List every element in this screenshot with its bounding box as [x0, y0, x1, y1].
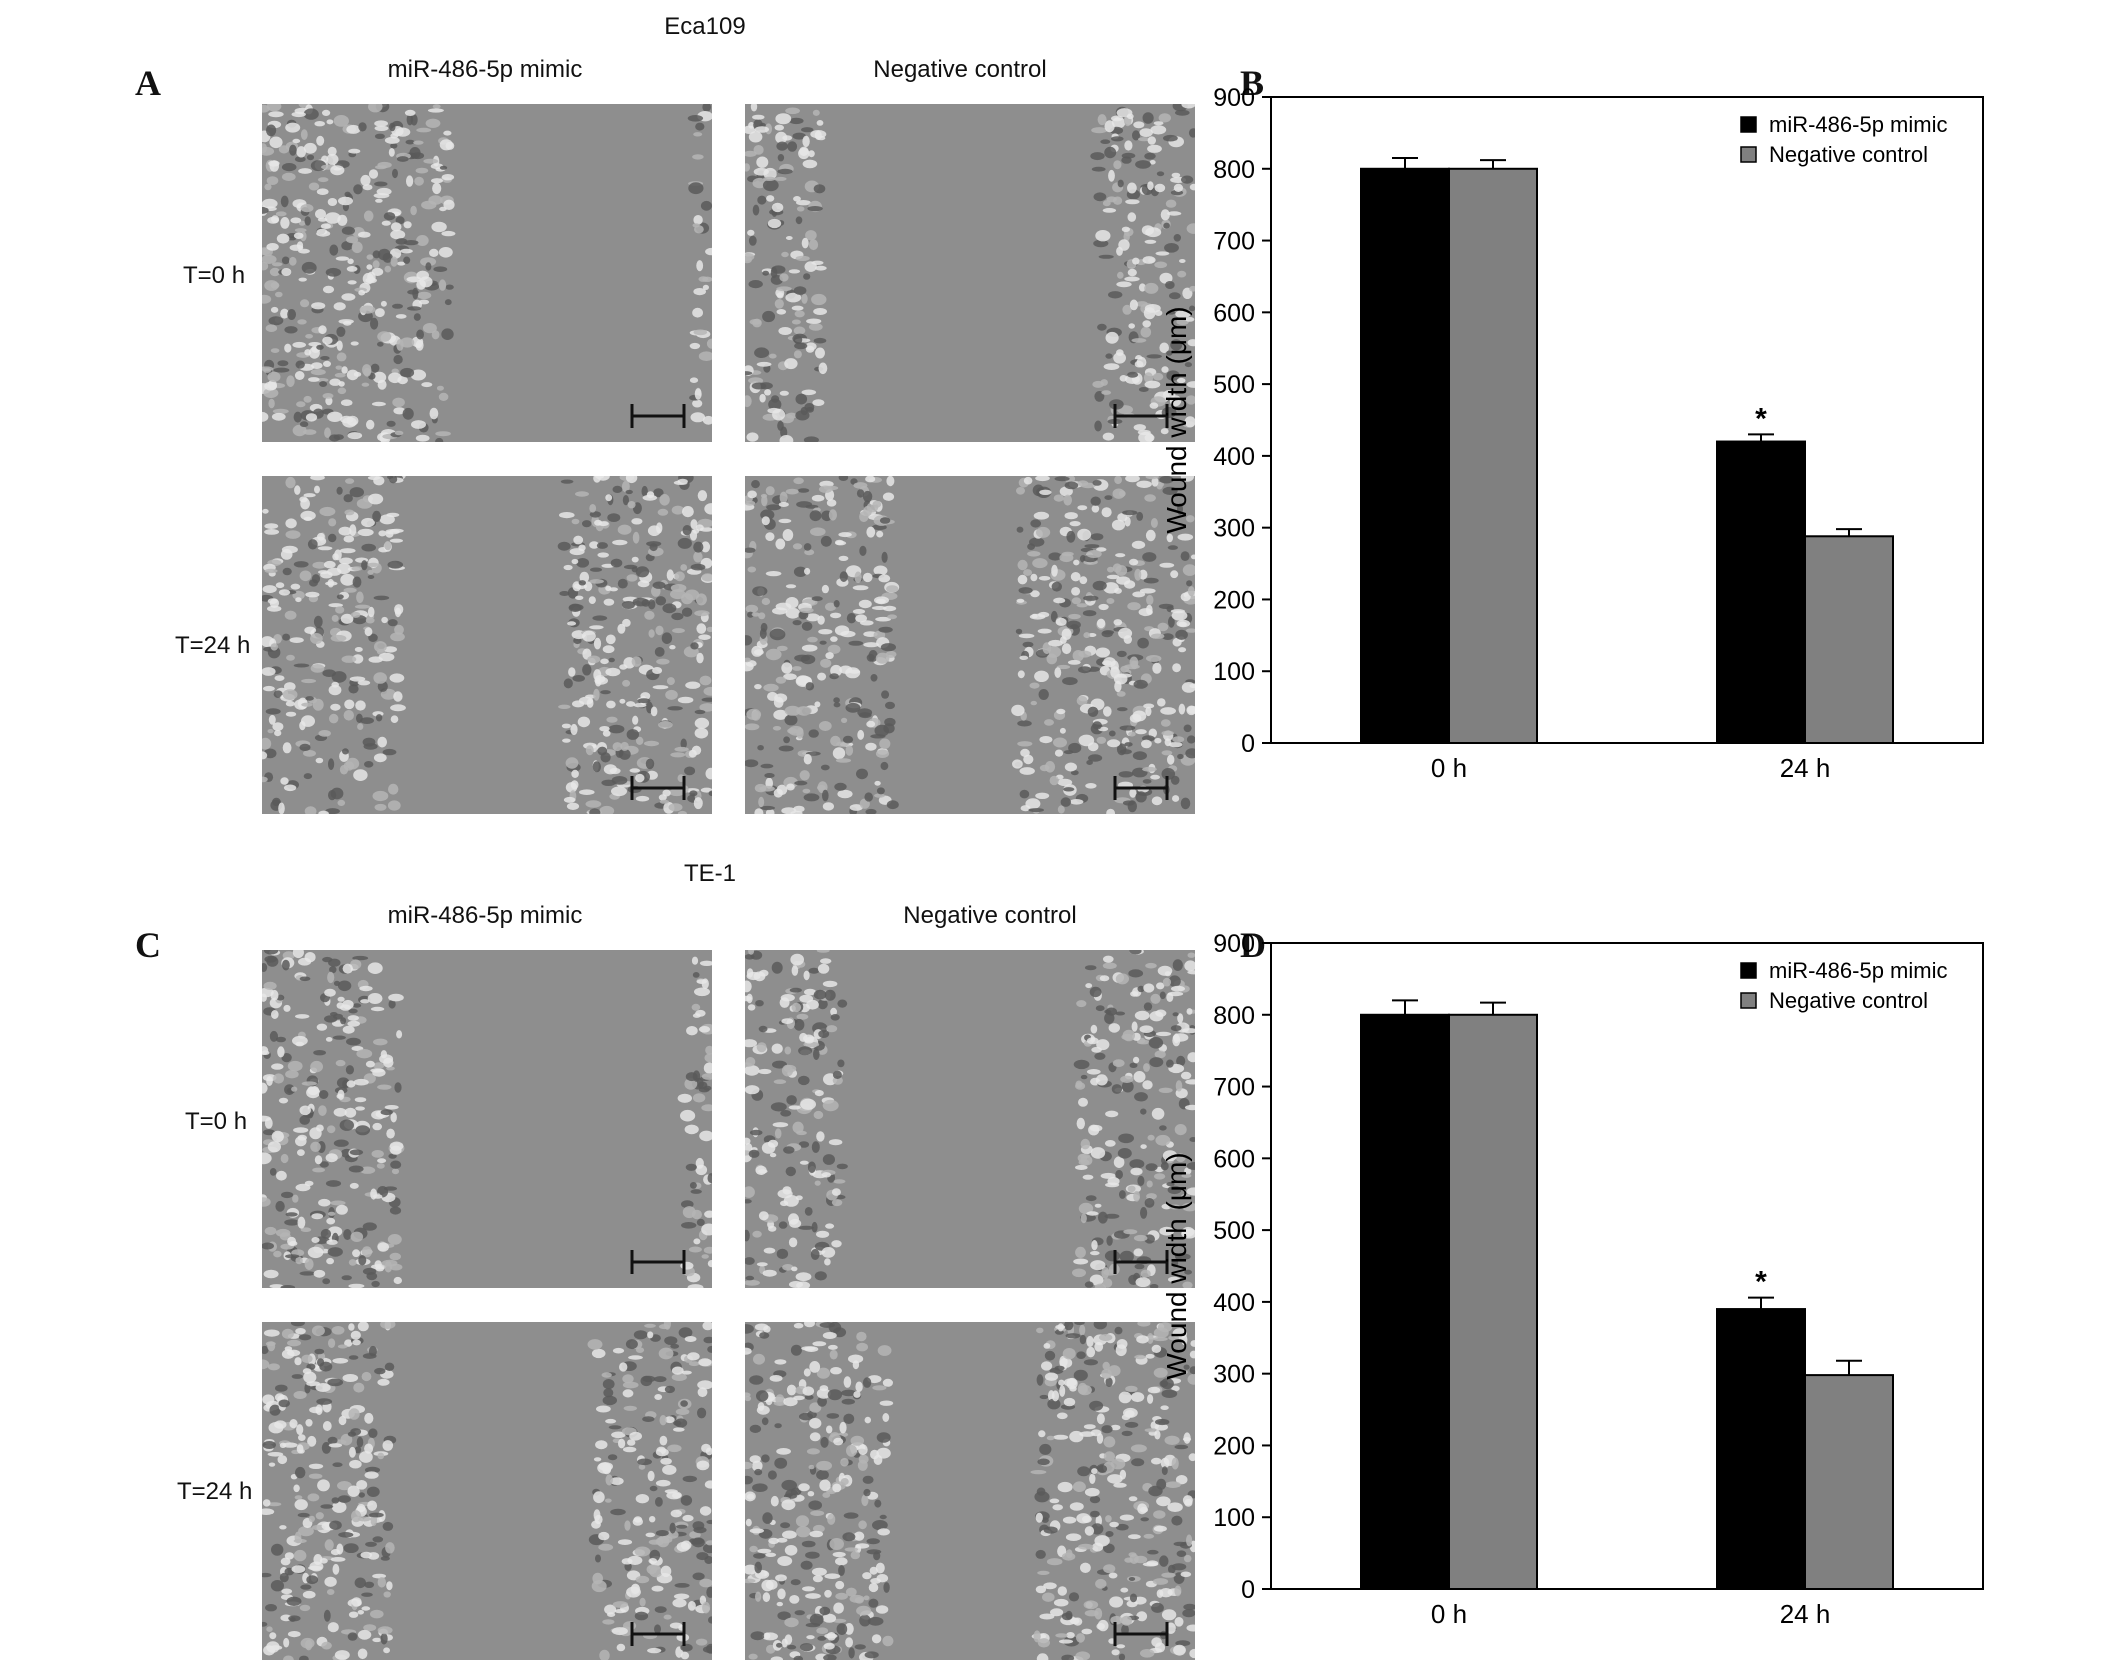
legend-label: miR-486-5p mimic — [1769, 958, 1947, 983]
x-tick-label: 0 h — [1431, 1599, 1467, 1629]
cell-texture — [745, 950, 1195, 1288]
y-tick-label: 0 — [1241, 1576, 1255, 1604]
legend-label: miR-486-5p mimic — [1769, 112, 1947, 137]
micrograph-a-control-24h — [745, 476, 1195, 814]
y-tick-label: 0 — [1241, 730, 1255, 758]
x-tick-label: 24 h — [1780, 753, 1831, 783]
y-tick-label: 200 — [1213, 586, 1255, 614]
cell-texture — [745, 476, 1195, 814]
y-tick-label: 600 — [1213, 1145, 1255, 1173]
cell-line-title-c: TE-1 — [615, 860, 805, 888]
legend-label: Negative control — [1769, 988, 1928, 1013]
bar — [1805, 536, 1893, 743]
y-tick-label: 500 — [1213, 371, 1255, 399]
legend-swatch — [1741, 993, 1756, 1008]
column-label-a-mimic: miR-486-5p mimic — [320, 56, 650, 84]
cell-texture — [262, 104, 712, 442]
panel-letter-b: B — [1240, 62, 1264, 104]
y-tick-label: 700 — [1213, 1074, 1255, 1102]
row-label-a-24h: T=24 h — [175, 632, 250, 660]
legend-label: Negative control — [1769, 142, 1928, 167]
micrograph-c-control-0h — [745, 950, 1195, 1288]
cell-texture — [262, 476, 712, 814]
bar — [1717, 1309, 1805, 1589]
cell-texture — [745, 104, 1195, 442]
bar — [1449, 1015, 1537, 1589]
y-tick-label: 400 — [1213, 1289, 1255, 1317]
micrograph-a-mimic-24h — [262, 476, 712, 814]
micrograph-c-mimic-24h — [262, 1322, 712, 1660]
row-label-c-24h: T=24 h — [177, 1478, 252, 1506]
column-label-c-mimic: miR-486-5p mimic — [320, 902, 650, 930]
legend-swatch — [1741, 963, 1756, 978]
bar — [1717, 442, 1805, 743]
y-tick-label: 800 — [1213, 1002, 1255, 1030]
significance-star: * — [1755, 402, 1767, 435]
row-label-a-0h: T=0 h — [183, 262, 245, 290]
panel-letter-a: A — [135, 62, 161, 104]
cell-line-title-a: Eca109 — [610, 13, 800, 41]
y-tick-label: 300 — [1213, 515, 1255, 543]
y-tick-label: 300 — [1213, 1361, 1255, 1389]
legend-swatch — [1741, 147, 1756, 162]
y-tick-label: 600 — [1213, 299, 1255, 327]
panel-letter-c: C — [135, 924, 161, 966]
y-tick-label: 100 — [1213, 1504, 1255, 1532]
y-tick-label: 800 — [1213, 156, 1255, 184]
micrograph-c-mimic-0h — [262, 950, 712, 1288]
bar — [1361, 1015, 1449, 1589]
micrograph-a-control-0h — [745, 104, 1195, 442]
bar — [1361, 169, 1449, 743]
cell-texture — [745, 1322, 1195, 1660]
column-label-a-control: Negative control — [785, 56, 1135, 84]
y-tick-label: 500 — [1213, 1217, 1255, 1245]
y-tick-label: 400 — [1213, 443, 1255, 471]
bar — [1449, 169, 1537, 743]
bar — [1805, 1375, 1893, 1589]
micrograph-a-mimic-0h — [262, 104, 712, 442]
significance-star: * — [1755, 1266, 1767, 1299]
plot-frame — [1271, 97, 1983, 743]
y-tick-label: 200 — [1213, 1432, 1255, 1460]
micrograph-c-control-24h — [745, 1322, 1195, 1660]
legend-swatch — [1741, 117, 1756, 132]
y-tick-label: 700 — [1213, 228, 1255, 256]
x-tick-label: 24 h — [1780, 1599, 1831, 1629]
column-label-c-control: Negative control — [815, 902, 1165, 930]
cell-texture — [262, 1322, 712, 1660]
y-tick-label: 100 — [1213, 658, 1255, 686]
cell-texture — [262, 950, 712, 1288]
row-label-c-0h: T=0 h — [185, 1108, 247, 1136]
plot-frame — [1271, 943, 1983, 1589]
x-tick-label: 0 h — [1431, 753, 1467, 783]
panel-letter-d: D — [1240, 924, 1266, 966]
